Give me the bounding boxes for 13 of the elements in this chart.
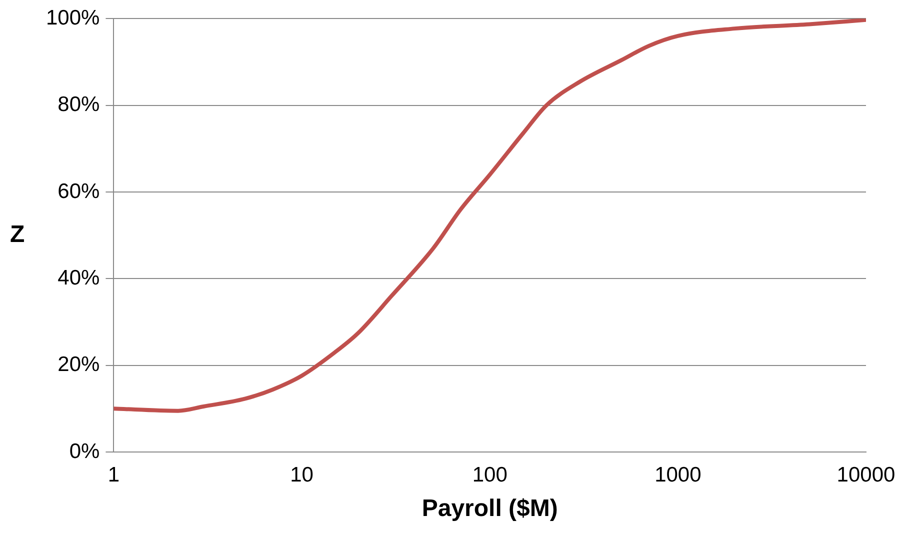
x-tick-label: 100 — [472, 463, 508, 486]
y-tick-label: 60% — [58, 180, 100, 203]
x-tick-label: 1 — [108, 463, 120, 486]
x-tick-label: 1000 — [654, 463, 702, 486]
y-tick-label: 20% — [58, 353, 100, 376]
y-tick-label: 0% — [69, 440, 100, 463]
y-tick-label: 80% — [58, 93, 100, 116]
x-axis-title: Payroll ($M) — [422, 495, 558, 522]
y-axis-title: Z — [10, 220, 25, 248]
y-tick-label: 40% — [58, 266, 100, 290]
y-tick-label: 100% — [46, 6, 100, 30]
x-tick-label: 10000 — [836, 463, 896, 486]
x-tick-label: 10 — [290, 463, 314, 486]
